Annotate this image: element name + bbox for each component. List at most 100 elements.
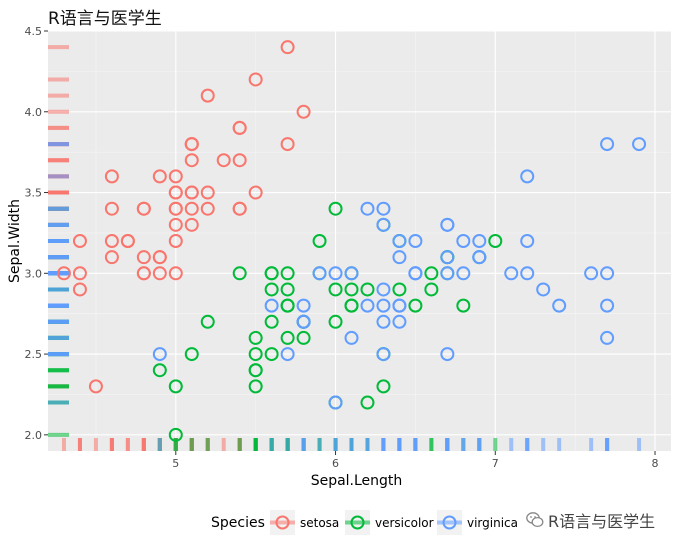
point-versicolor bbox=[184, 347, 199, 362]
point-setosa bbox=[152, 250, 167, 265]
point-virginica bbox=[328, 266, 343, 281]
point-versicolor bbox=[328, 201, 343, 216]
y-tick-label: 2.0 bbox=[25, 429, 43, 442]
point-virginica bbox=[440, 347, 455, 362]
point-versicolor bbox=[232, 266, 247, 281]
point-setosa bbox=[184, 185, 199, 200]
point-virginica bbox=[392, 298, 407, 313]
y-tick-label: 4.0 bbox=[25, 106, 43, 119]
point-virginica bbox=[440, 266, 455, 281]
x-axis-label: Sepal.Length bbox=[311, 473, 403, 489]
point-versicolor bbox=[424, 266, 439, 281]
point-versicolor bbox=[376, 379, 391, 394]
point-virginica bbox=[600, 137, 615, 152]
point-versicolor bbox=[280, 282, 295, 297]
point-virginica bbox=[376, 282, 391, 297]
point-virginica bbox=[296, 314, 311, 329]
point-versicolor bbox=[248, 379, 263, 394]
point-setosa bbox=[72, 234, 87, 248]
y-tick-label: 4.5 bbox=[25, 25, 43, 38]
legend-label-setosa: setosa bbox=[300, 516, 339, 530]
x-tick-label: 6 bbox=[332, 457, 339, 470]
point-setosa bbox=[200, 88, 215, 103]
point-virginica bbox=[392, 314, 407, 329]
point-virginica bbox=[472, 234, 487, 248]
point-versicolor bbox=[360, 282, 375, 297]
point-virginica bbox=[376, 298, 391, 313]
point-setosa bbox=[232, 201, 247, 216]
point-virginica bbox=[296, 298, 311, 313]
point-versicolor bbox=[264, 266, 279, 281]
point-setosa bbox=[168, 169, 183, 184]
point-setosa bbox=[152, 169, 167, 184]
point-virginica bbox=[408, 234, 423, 248]
point-virginica bbox=[360, 298, 375, 313]
point-virginica bbox=[456, 266, 471, 281]
point-virginica bbox=[280, 347, 295, 362]
point-setosa bbox=[280, 137, 295, 152]
legend-marker-setosa bbox=[275, 515, 290, 530]
point-setosa bbox=[168, 266, 183, 281]
point-versicolor bbox=[200, 314, 215, 329]
legend-title: Species bbox=[211, 515, 265, 531]
point-virginica bbox=[440, 250, 455, 265]
point-setosa bbox=[168, 201, 183, 216]
point-setosa bbox=[168, 217, 183, 232]
x-tick-label: 5 bbox=[172, 457, 179, 470]
point-virginica bbox=[456, 234, 471, 248]
point-setosa bbox=[296, 104, 311, 119]
legend-marker-versicolor bbox=[350, 515, 365, 530]
point-setosa bbox=[184, 153, 199, 168]
plot-panel bbox=[48, 31, 671, 451]
point-setosa bbox=[120, 234, 135, 248]
wechat-icon bbox=[526, 512, 544, 528]
point-virginica bbox=[360, 201, 375, 216]
point-virginica bbox=[632, 137, 647, 152]
point-virginica bbox=[536, 282, 551, 297]
point-virginica bbox=[600, 298, 615, 313]
point-virginica bbox=[520, 266, 535, 281]
point-virginica bbox=[376, 201, 391, 216]
point-setosa bbox=[72, 266, 87, 281]
point-virginica bbox=[344, 266, 359, 281]
point-versicolor bbox=[392, 282, 407, 297]
point-virginica bbox=[408, 266, 423, 281]
point-setosa bbox=[280, 40, 295, 55]
point-virginica bbox=[600, 266, 615, 281]
point-versicolor bbox=[248, 330, 263, 345]
point-virginica bbox=[376, 347, 391, 362]
y-tick-label: 2.5 bbox=[25, 348, 43, 361]
point-setosa bbox=[232, 120, 247, 135]
point-versicolor bbox=[344, 282, 359, 297]
point-setosa bbox=[152, 266, 167, 281]
point-versicolor bbox=[328, 282, 343, 297]
y-axis-label: Sepal.Width bbox=[7, 199, 23, 283]
point-setosa bbox=[216, 153, 231, 168]
point-versicolor bbox=[360, 395, 375, 410]
point-setosa bbox=[104, 234, 119, 248]
page-title: R语言与医学生 bbox=[48, 9, 162, 29]
point-versicolor bbox=[488, 234, 503, 248]
point-virginica bbox=[392, 250, 407, 265]
point-versicolor bbox=[312, 234, 327, 248]
point-versicolor bbox=[264, 282, 279, 297]
point-virginica bbox=[312, 266, 327, 281]
point-versicolor bbox=[152, 363, 167, 378]
point-setosa bbox=[88, 379, 103, 394]
point-virginica bbox=[328, 395, 343, 410]
point-virginica bbox=[472, 250, 487, 265]
point-setosa bbox=[184, 217, 199, 232]
legend-marker-virginica bbox=[442, 515, 457, 530]
point-virginica bbox=[264, 298, 279, 313]
point-virginica bbox=[520, 234, 535, 248]
point-setosa bbox=[232, 153, 247, 168]
point-setosa bbox=[200, 185, 215, 200]
point-virginica bbox=[552, 298, 567, 313]
watermark-text: R语言与医学生 bbox=[548, 512, 656, 531]
point-virginica bbox=[152, 347, 167, 362]
point-setosa bbox=[56, 266, 71, 281]
point-setosa bbox=[200, 201, 215, 216]
point-versicolor bbox=[328, 314, 343, 329]
point-virginica bbox=[376, 217, 391, 232]
